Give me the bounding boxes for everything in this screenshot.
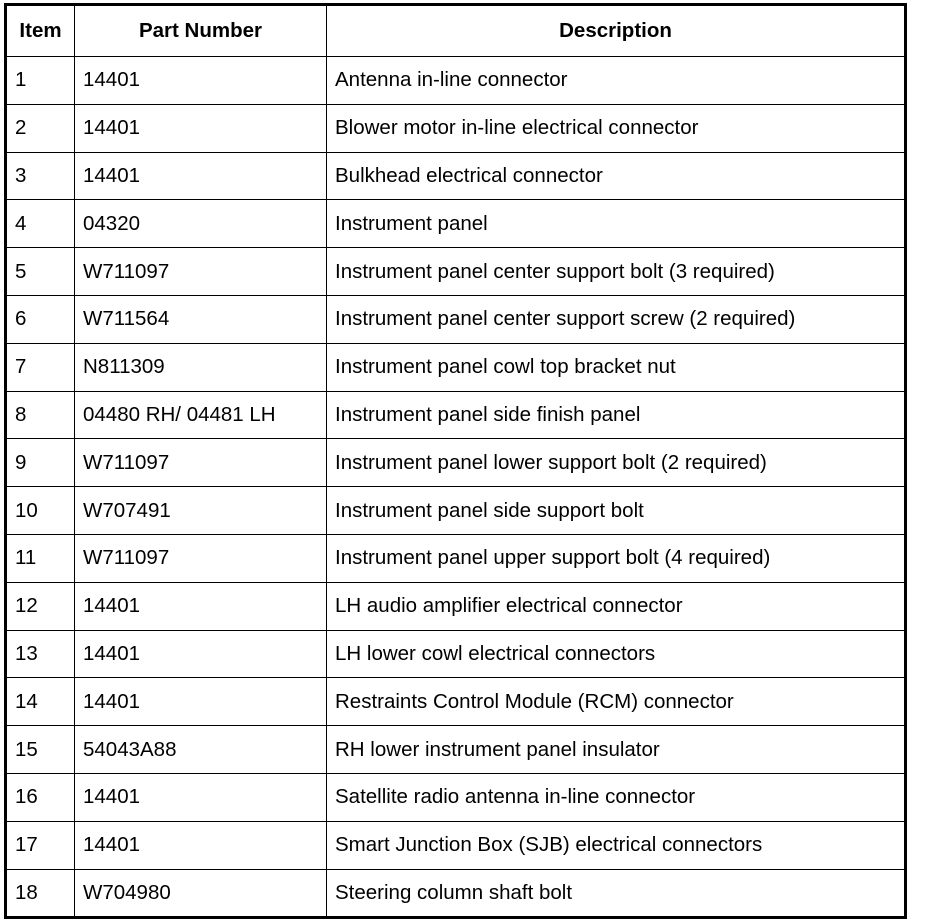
item-cell: 2: [5, 103, 75, 153]
part-number-cell: 14401: [74, 56, 327, 105]
item-cell: 16: [5, 772, 75, 822]
item-cell: 14: [5, 677, 75, 727]
description-cell: Instrument panel center support screw (2…: [326, 294, 906, 344]
table-row: 18 W704980 Steering column shaft bolt: [5, 868, 906, 919]
table-row: 11 W711097 Instrument panel upper support …: [5, 533, 906, 583]
part-number-cell: W711097: [74, 247, 327, 296]
part-number-cell: W704980: [74, 868, 327, 919]
table-row: 5 W711097 Instrument panel center support …: [5, 247, 906, 296]
item-cell: 15: [5, 725, 75, 774]
part-number-cell: W711097: [74, 438, 327, 488]
table-row: 9 W711097 Instrument panel lower support b…: [5, 438, 906, 488]
item-cell: 8: [5, 390, 75, 440]
item-cell: 5: [5, 247, 75, 296]
table-row: 2 14401 Blower motor in-line electrical co…: [5, 103, 906, 153]
table-row: 3 14401 Bulkhead electrical connector: [5, 151, 906, 201]
description-cell: Instrument panel: [326, 199, 906, 249]
table-row: 6 W711564 Instrument panel center support …: [5, 294, 906, 344]
item-cell: 9: [5, 438, 75, 488]
description-cell: Smart Junction Box (SJB) electrical conn…: [326, 820, 906, 870]
description-cell: Bulkhead electrical connector: [326, 151, 906, 201]
item-cell: 11: [5, 533, 75, 583]
part-number-cell: W707491: [74, 486, 327, 535]
description-cell: Instrument panel center support bolt (3 …: [326, 247, 906, 296]
table-row: 15 54043A88 RH lower instrument panel insu…: [5, 725, 906, 774]
description-cell: LH audio amplifier electrical connector: [326, 581, 906, 631]
table-row: 7 N811309 Instrument panel cowl top bracke…: [5, 342, 906, 392]
item-cell: 12: [5, 581, 75, 631]
part-number-cell: W711097: [74, 533, 327, 583]
description-cell: Steering column shaft bolt: [326, 868, 906, 919]
part-number-cell: 04480 RH/ 04481 LH: [74, 390, 327, 440]
description-cell: Instrument panel side finish panel: [326, 390, 906, 440]
part-number-cell: 14401: [74, 151, 327, 201]
item-cell: 10: [5, 486, 75, 535]
description-cell: Instrument panel cowl top bracket nut: [326, 342, 906, 392]
item-cell: 3: [5, 151, 75, 201]
description-cell: RH lower instrument panel insulator: [326, 725, 906, 774]
description-cell: Antenna in-line connector: [326, 56, 906, 105]
description-cell: Blower motor in-line electrical connecto…: [326, 103, 906, 153]
part-number-cell: 14401: [74, 677, 327, 727]
parts-table: Item Part Number Description 1 14401 Anten…: [4, 3, 907, 920]
table-row: 16 14401 Satellite radio antenna in-line c…: [5, 772, 906, 822]
description-cell: LH lower cowl electrical connectors: [326, 629, 906, 679]
table-row: 1 14401 Antenna in-line connector: [5, 56, 906, 105]
part-number-cell: 14401: [74, 772, 327, 822]
description-cell: Instrument panel side support bolt: [326, 486, 906, 535]
header-description: Description: [326, 4, 906, 57]
part-number-cell: 54043A88: [74, 725, 327, 774]
item-cell: 13: [5, 629, 75, 679]
table-row: 14 14401 Restraints Control Module (RCM) c…: [5, 677, 906, 727]
item-cell: 4: [5, 199, 75, 249]
header-row: Item Part Number Description: [5, 4, 906, 57]
table-row: 10 W707491 Instrument panel side support b…: [5, 486, 906, 535]
part-number-cell: 14401: [74, 103, 327, 153]
table-row: 13 14401 LH lower cowl electrical connecto…: [5, 629, 906, 679]
description-cell: Restraints Control Module (RCM) connecto…: [326, 677, 906, 727]
part-number-cell: 14401: [74, 820, 327, 870]
part-number-cell: N811309: [74, 342, 327, 392]
table-row: 17 14401 Smart Junction Box (SJB) electric…: [5, 820, 906, 870]
table-row: 12 14401 LH audio amplifier electrical con…: [5, 581, 906, 631]
part-number-cell: 14401: [74, 629, 327, 679]
table-row: 8 04480 RH/ 04481 LH Instrument panel side…: [5, 390, 906, 440]
table-row: 4 04320 Instrument panel: [5, 199, 906, 249]
item-cell: 6: [5, 294, 75, 344]
item-cell: 17: [5, 820, 75, 870]
item-cell: 7: [5, 342, 75, 392]
description-cell: Instrument panel upper support bolt (4 r…: [326, 533, 906, 583]
item-cell: 1: [5, 56, 75, 105]
header-item: Item: [5, 4, 75, 57]
header-part-number: Part Number: [74, 4, 327, 57]
part-number-cell: 14401: [74, 581, 327, 631]
part-number-cell: 04320: [74, 199, 327, 249]
description-cell: Instrument panel lower support bolt (2 r…: [326, 438, 906, 488]
description-cell: Satellite radio antenna in-line connecto…: [326, 772, 906, 822]
item-cell: 18: [5, 868, 75, 919]
part-number-cell: W711564: [74, 294, 327, 344]
